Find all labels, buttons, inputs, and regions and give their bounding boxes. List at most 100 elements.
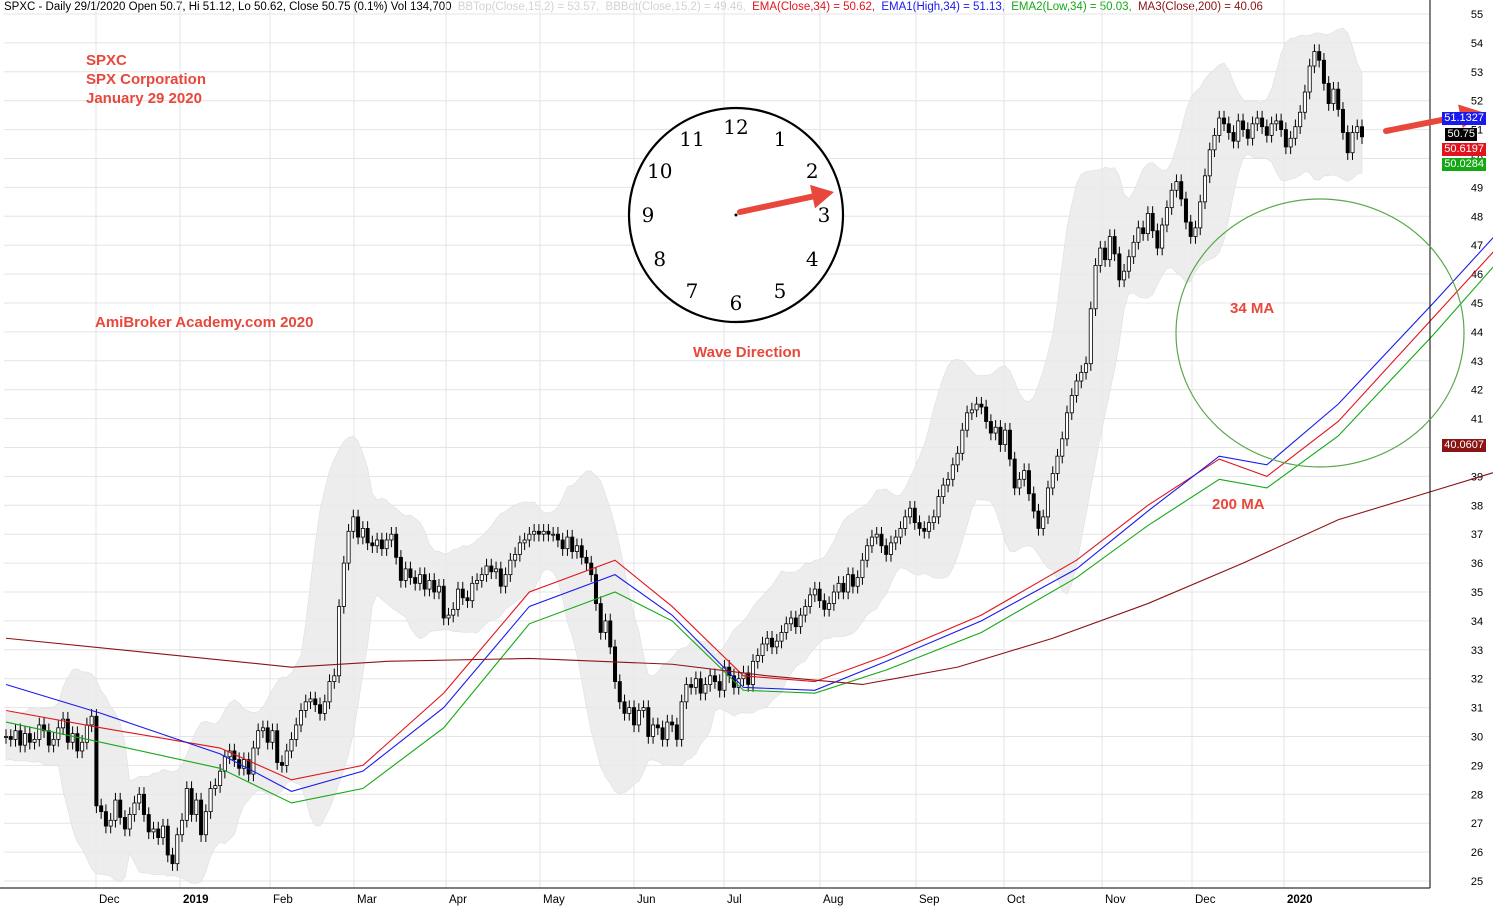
candle-body xyxy=(1150,213,1155,232)
candle-body xyxy=(1079,371,1084,382)
candle-body xyxy=(379,539,384,550)
candle-body xyxy=(1331,88,1336,104)
candle-body xyxy=(1288,137,1293,148)
candle-body xyxy=(684,684,689,703)
candle-body xyxy=(51,738,56,746)
candle-body xyxy=(417,574,422,584)
x-tick-label: Oct xyxy=(1007,894,1026,906)
candle-body xyxy=(1345,132,1350,154)
y-tick-label: 48 xyxy=(1471,211,1483,223)
candle-body xyxy=(1074,380,1079,396)
candle-body xyxy=(1202,175,1207,203)
y-tick-label: 54 xyxy=(1471,38,1483,50)
clock-number: 4 xyxy=(806,247,819,271)
candle-body xyxy=(812,588,817,596)
x-tick-label: Apr xyxy=(449,894,467,906)
x-tick-label: Jul xyxy=(727,894,742,906)
candle-body xyxy=(560,539,565,550)
candle-body xyxy=(879,533,884,547)
ma34-circle xyxy=(1175,198,1465,468)
x-tick-label: Nov xyxy=(1105,894,1126,906)
candle-body xyxy=(850,574,855,587)
x-tick-label: Mar xyxy=(357,894,377,906)
x-tick-label: Feb xyxy=(273,894,293,906)
candle-body xyxy=(1003,429,1008,446)
candle-body xyxy=(37,724,42,740)
header-ma3: MA3(Close,200) = 40.06 xyxy=(1137,1,1263,13)
candle-body xyxy=(408,568,413,578)
candle-body xyxy=(922,528,927,532)
candle-body xyxy=(208,788,213,813)
candle-body xyxy=(1093,265,1098,310)
y-tick-label: 46 xyxy=(1471,269,1483,281)
candle-body xyxy=(479,574,484,581)
candle-body xyxy=(1103,247,1108,261)
candle-body xyxy=(1302,91,1307,113)
header-ema1: EMA1(High,34) = 51.13, xyxy=(881,1,1006,13)
candle-body xyxy=(251,747,256,775)
ema1-line xyxy=(5,236,1493,792)
candle-body xyxy=(422,574,427,590)
candle-body xyxy=(194,799,199,815)
x-tick-label: 2020 xyxy=(1287,894,1313,906)
candle-body xyxy=(584,556,589,564)
candle-body xyxy=(275,730,280,763)
y-tick-label: 45 xyxy=(1471,298,1483,310)
candle-body xyxy=(936,496,941,518)
candle-body xyxy=(1126,256,1131,272)
candle-body xyxy=(222,756,227,772)
ma200-price-tag: 40.0607 xyxy=(1442,439,1486,452)
candle-body xyxy=(341,562,346,607)
clock-number: 2 xyxy=(806,159,819,183)
candle-body xyxy=(498,568,503,587)
candle-body xyxy=(1283,129,1288,148)
candle-body xyxy=(808,594,813,607)
candle-body xyxy=(703,684,708,694)
candle-body xyxy=(70,733,75,743)
candle-body xyxy=(441,585,446,619)
candle-body xyxy=(289,738,294,752)
candle-body xyxy=(979,403,984,408)
candle-body xyxy=(855,577,860,587)
y-tick-label: 28 xyxy=(1471,789,1483,801)
candle-body xyxy=(941,484,946,498)
candle-body xyxy=(1274,120,1279,125)
ma34-label: 34 MA xyxy=(1230,300,1275,317)
candle-body xyxy=(1245,129,1250,139)
clock-number: 3 xyxy=(818,203,831,227)
watermark-label: AmiBroker Academy.com 2020 xyxy=(95,314,314,331)
candle-body xyxy=(1031,493,1036,512)
candle-body xyxy=(308,698,313,703)
candle-body xyxy=(888,542,893,555)
candle-body xyxy=(1293,126,1298,139)
candle-body xyxy=(23,733,28,746)
candle-body xyxy=(893,536,898,544)
candle-body xyxy=(475,580,480,584)
candle-body xyxy=(489,565,494,573)
y-tick-label: 53 xyxy=(1471,67,1483,79)
candle-body xyxy=(1222,117,1227,125)
candle-body xyxy=(1355,126,1360,133)
y-tick-label: 29 xyxy=(1471,760,1483,772)
candle-body xyxy=(508,559,513,576)
x-tick-label: Jun xyxy=(637,894,656,906)
candle-body xyxy=(1164,207,1169,226)
candle-body xyxy=(1193,227,1198,237)
y-tick-label: 38 xyxy=(1471,500,1483,512)
candle-body xyxy=(365,528,370,544)
candle-body xyxy=(132,802,137,815)
y-tick-label: 30 xyxy=(1471,732,1483,744)
candle-body xyxy=(337,606,342,677)
candle-body xyxy=(118,799,123,818)
candle-body xyxy=(227,750,232,758)
candle-body xyxy=(446,614,451,619)
candle-body xyxy=(1160,224,1165,249)
candle-body xyxy=(484,565,489,576)
candle-body xyxy=(636,710,641,726)
candle-body xyxy=(1264,126,1269,136)
candle-body xyxy=(332,675,337,682)
candle-body xyxy=(165,825,170,856)
clock-number: 1 xyxy=(774,127,787,151)
candle-body xyxy=(1179,181,1184,200)
